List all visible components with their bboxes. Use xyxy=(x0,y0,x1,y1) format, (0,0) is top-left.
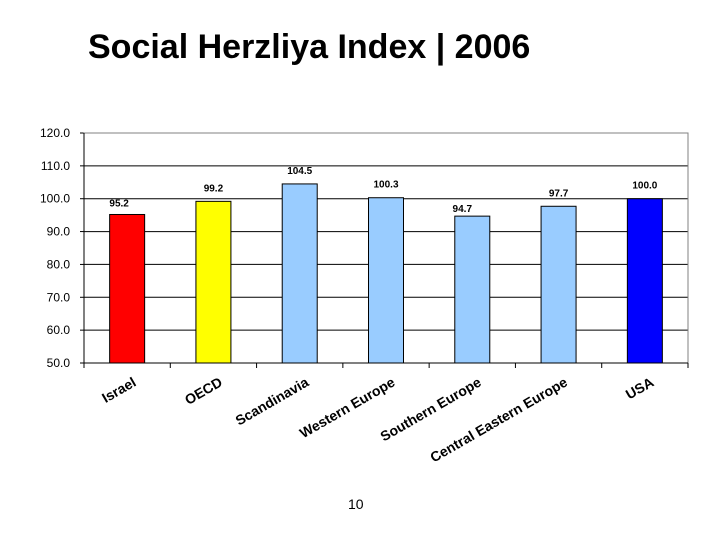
bar xyxy=(454,215,491,364)
data-label: 94.7 xyxy=(453,204,473,215)
y-tick-label: 90.0 xyxy=(47,225,71,239)
x-category-label: Central Eastern Europe xyxy=(427,374,570,466)
x-category-label: USA xyxy=(623,374,657,403)
page-number: 10 xyxy=(348,496,364,512)
x-category-label: OECD xyxy=(182,374,225,408)
data-label: 95.2 xyxy=(109,198,129,209)
bar xyxy=(368,197,404,364)
y-tick-label: 80.0 xyxy=(47,257,71,271)
data-label: 100.0 xyxy=(632,181,657,192)
bar xyxy=(109,213,146,364)
x-category-label: Scandinavia xyxy=(232,374,311,429)
bar xyxy=(195,200,232,364)
y-tick-label: 70.0 xyxy=(47,290,71,304)
y-tick-label: 60.0 xyxy=(47,323,71,337)
slide-title: Social Herzliya Index | 2006 xyxy=(88,28,531,66)
x-category-label: Israel xyxy=(99,374,139,406)
y-tick-label: 120.0 xyxy=(40,126,70,140)
bar xyxy=(626,198,663,364)
data-label: 100.3 xyxy=(373,180,398,191)
y-tick-label: 100.0 xyxy=(40,192,70,206)
data-label: 97.7 xyxy=(549,188,569,199)
data-label: 99.2 xyxy=(204,183,224,194)
data-label: 104.5 xyxy=(287,166,312,177)
bar xyxy=(281,183,318,364)
y-tick-label: 50.0 xyxy=(47,356,71,370)
bar xyxy=(540,205,577,364)
y-tick-label: 110.0 xyxy=(41,159,70,173)
